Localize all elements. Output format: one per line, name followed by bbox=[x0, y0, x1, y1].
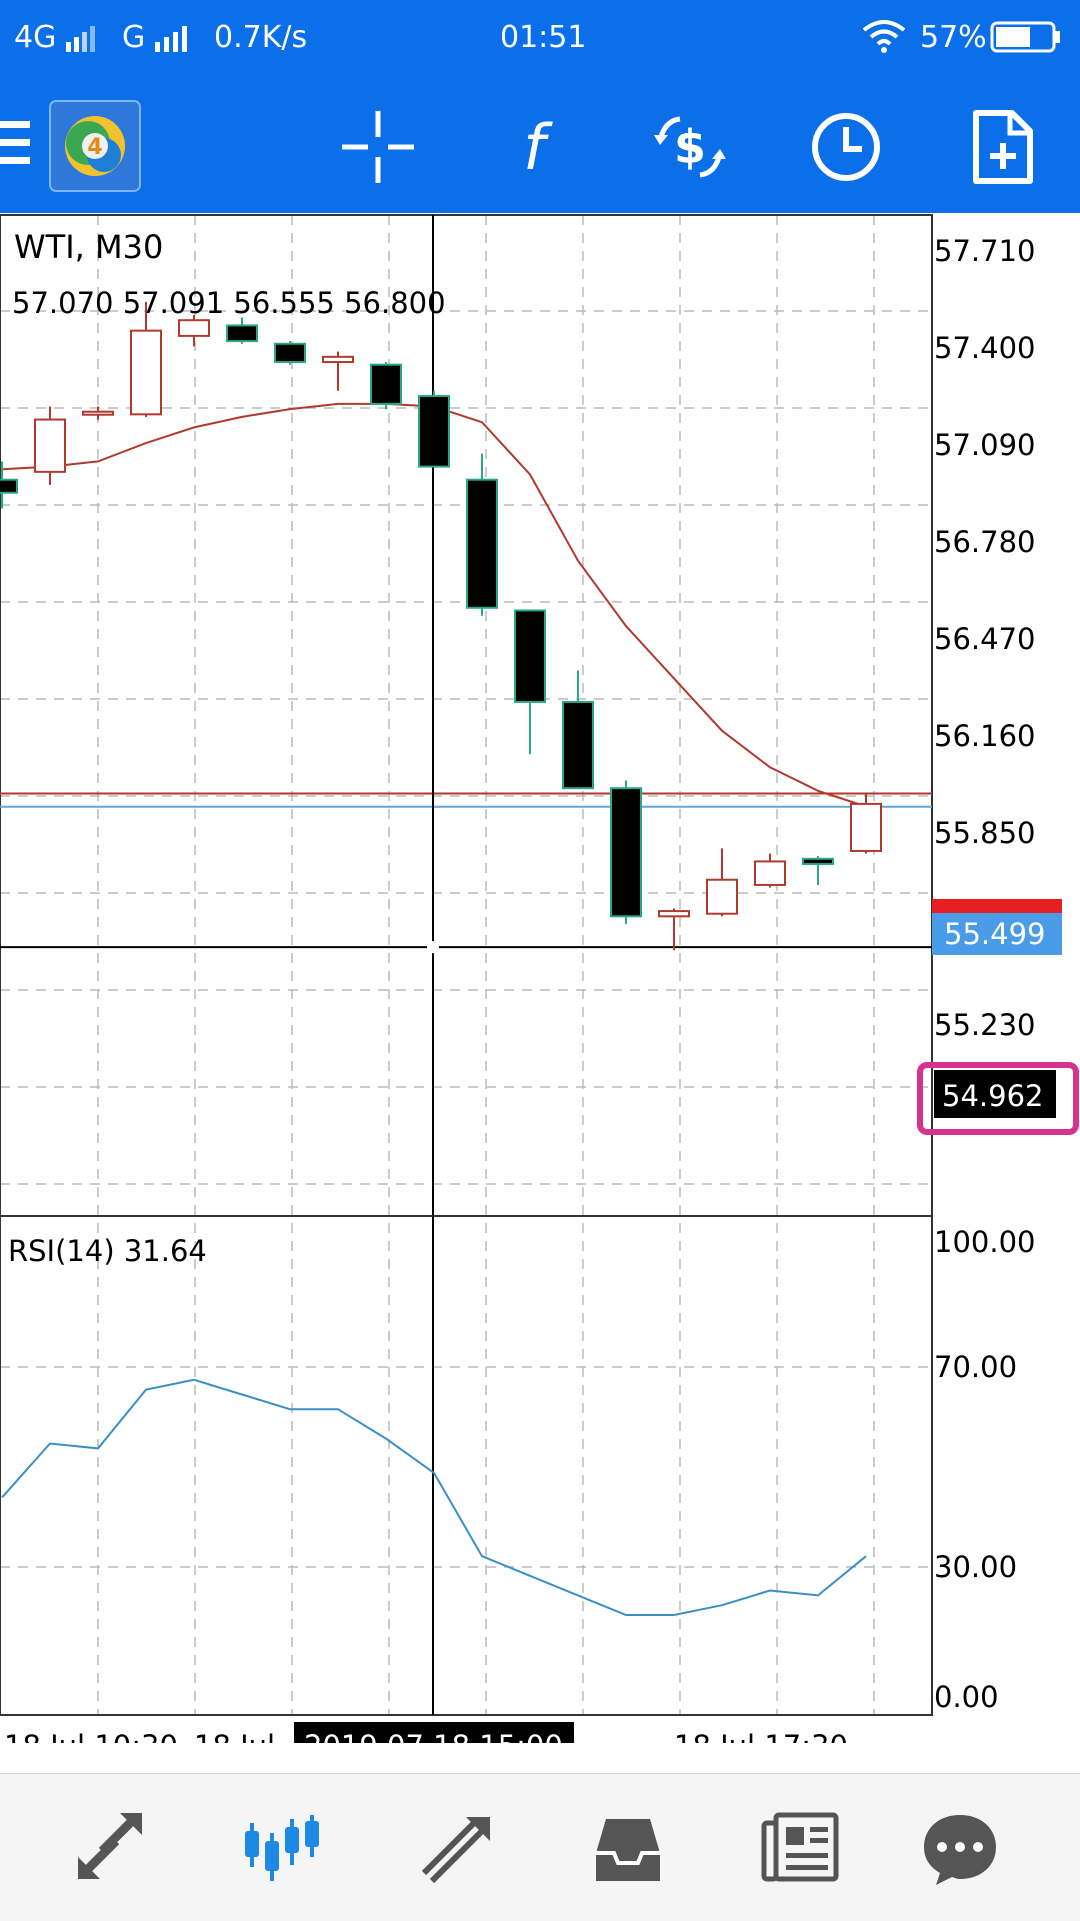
candle-body bbox=[274, 342, 306, 364]
price-tick: 57.090 bbox=[934, 428, 1035, 462]
signal-icon bbox=[66, 26, 95, 52]
new-document-icon[interactable] bbox=[962, 107, 1042, 187]
candle-body bbox=[802, 857, 834, 866]
price-tick: 57.710 bbox=[934, 234, 1035, 268]
svg-text:f: f bbox=[523, 111, 553, 184]
crosshair-price-tag bbox=[934, 1070, 1056, 1118]
candle-body bbox=[82, 410, 114, 416]
crosshair-price-label: 54.962 bbox=[942, 1079, 1043, 1113]
price-tick: 56.470 bbox=[934, 622, 1035, 656]
price-axis-labels: 57.710 57.400 57.090 56.780 56.470 56.16… bbox=[934, 234, 1035, 1042]
mt4-logo-icon[interactable]: 4 bbox=[48, 99, 142, 193]
time-tick: 18 Jul 17:30 bbox=[674, 1729, 848, 1743]
trade-tab-icon[interactable] bbox=[416, 1809, 496, 1889]
time-tick: 18 Jul 10:30 bbox=[4, 1729, 178, 1743]
battery-icon bbox=[990, 21, 1060, 53]
candle-body bbox=[610, 787, 642, 918]
candle-body bbox=[0, 478, 18, 494]
price-tick: 57.400 bbox=[934, 331, 1035, 365]
trade-icon[interactable]: $ bbox=[650, 107, 730, 187]
candle-body bbox=[706, 878, 738, 915]
chart-area[interactable]: WTI, M30 57.070 57.091 56.555 56.800 RSI… bbox=[0, 213, 1080, 1766]
candle-body bbox=[418, 395, 450, 468]
price-chart[interactable]: WTI, M30 57.070 57.091 56.555 56.800 RSI… bbox=[0, 213, 1080, 1766]
function-icon[interactable]: f bbox=[494, 107, 574, 187]
network-speed: 0.7K/s bbox=[214, 20, 308, 55]
svg-text:$: $ bbox=[674, 120, 706, 174]
price-tick: 55.230 bbox=[934, 1008, 1035, 1042]
rsi-label: RSI(14) 31.64 bbox=[8, 1234, 207, 1268]
candle-body bbox=[562, 700, 594, 790]
candles-group bbox=[0, 301, 882, 951]
crosshair-time-label: 2019.07.18 15:00 bbox=[304, 1729, 563, 1743]
chat-tab-icon[interactable] bbox=[920, 1809, 1000, 1889]
candle-body bbox=[322, 355, 354, 364]
candle-body bbox=[850, 802, 882, 852]
clock-time: 01:51 bbox=[500, 20, 587, 55]
candle-body bbox=[130, 329, 162, 416]
crosshair-icon[interactable] bbox=[338, 107, 418, 187]
candle-body bbox=[658, 910, 690, 918]
candle-body bbox=[754, 860, 786, 886]
candle-body bbox=[514, 609, 546, 703]
candle-body bbox=[34, 418, 66, 473]
candle-body bbox=[178, 319, 210, 337]
rsi-tick: 100.00 bbox=[934, 1225, 1035, 1259]
time-tick: 18 Jul bbox=[194, 1729, 275, 1743]
symbol-timeframe-label: WTI, M30 bbox=[14, 228, 163, 266]
rsi-tick: 0.00 bbox=[934, 1680, 999, 1714]
network-g-label: G bbox=[122, 20, 146, 55]
network-4g-label: 4G bbox=[14, 20, 57, 55]
history-tab-icon[interactable] bbox=[588, 1809, 668, 1889]
news-tab-icon[interactable] bbox=[760, 1809, 840, 1889]
battery-percent: 57% bbox=[920, 20, 987, 55]
price-tick: 56.780 bbox=[934, 525, 1035, 559]
rsi-line bbox=[1, 1378, 867, 1616]
clock-icon[interactable] bbox=[806, 107, 886, 187]
rsi-tick: 70.00 bbox=[934, 1350, 1017, 1384]
price-tick: 55.850 bbox=[934, 816, 1035, 850]
candle-body bbox=[466, 478, 498, 609]
menu-icon[interactable] bbox=[0, 119, 32, 169]
svg-text:4: 4 bbox=[87, 135, 102, 160]
ask-price-tag bbox=[932, 899, 1062, 913]
candle-body bbox=[226, 324, 258, 343]
rsi-axis-labels: 100.00 70.00 30.00 0.00 bbox=[934, 1225, 1035, 1714]
bid-price-tag bbox=[932, 913, 1062, 955]
status-bar: 4G G 0.7K/s 01:51 57% bbox=[0, 0, 1080, 75]
wifi-icon bbox=[862, 20, 906, 53]
crosshair-center-dot bbox=[427, 941, 439, 954]
bottom-navigation bbox=[0, 1773, 1080, 1921]
candle-body bbox=[370, 363, 402, 405]
signal-icon-2 bbox=[155, 26, 187, 52]
price-tick: 56.160 bbox=[934, 719, 1035, 753]
ohlc-label: 57.070 57.091 56.555 56.800 bbox=[12, 286, 446, 320]
chart-grid bbox=[0, 215, 932, 1715]
app-toolbar: 4 f $ bbox=[0, 75, 1080, 213]
chart-frame bbox=[0, 214, 933, 1716]
bid-price-label: 55.499 bbox=[944, 917, 1045, 951]
chart-tab-icon[interactable] bbox=[242, 1809, 322, 1889]
rsi-tick: 30.00 bbox=[934, 1550, 1017, 1584]
highlight-box bbox=[917, 1062, 1079, 1135]
quotes-tab-icon[interactable] bbox=[70, 1809, 150, 1889]
